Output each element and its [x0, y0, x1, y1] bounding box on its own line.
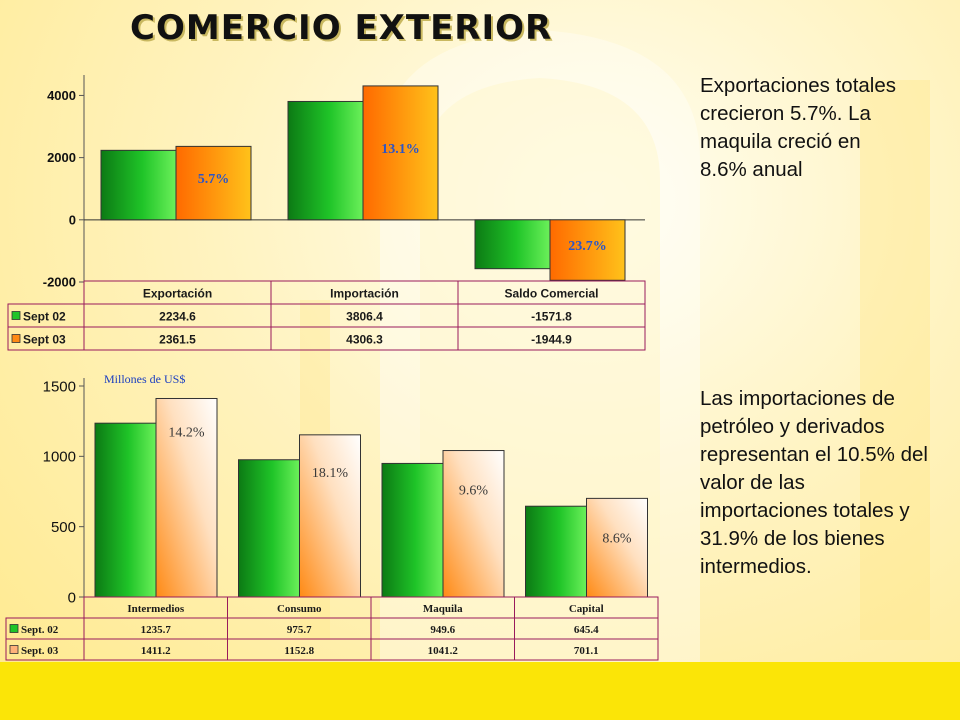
bar-series1-0: [100, 149, 177, 221]
exports-summary-text: Exportaciones totales crecieron 5.7%. La…: [700, 74, 897, 181]
y-tick-label: -2000: [43, 275, 76, 290]
page-title: COMERCIO EXTERIOR: [130, 8, 553, 48]
table-value-cell: 1152.8: [284, 645, 314, 657]
table-category-label: Consumo: [277, 603, 322, 615]
table-value-cell: 1411.2: [141, 645, 171, 657]
legend-label-1: Sept 02: [23, 310, 66, 324]
growth-label-1: 13.1%: [381, 142, 420, 157]
table-value-cell: 1041.2: [428, 645, 459, 657]
imports-summary-text: Las importaciones de petróleo y derivado…: [700, 387, 928, 578]
bar-series2-2: [549, 219, 626, 281]
table-category-label: Exportación: [143, 287, 212, 301]
growth-label-0: 5.7%: [198, 172, 230, 187]
table-value-cell: 2234.6: [159, 310, 196, 324]
bar-series1-1: [287, 100, 364, 221]
table-value-cell: -1944.9: [531, 333, 572, 347]
table-category-label: Maquila: [423, 603, 463, 615]
bar-series2-0: [155, 397, 218, 598]
table-category-label: Intermedios: [127, 603, 185, 615]
legend-label-1: Sept. 02: [21, 624, 59, 636]
bar-series2-1: [299, 434, 361, 598]
growth-label-2: 9.6%: [459, 484, 489, 499]
table-value-cell: 975.7: [287, 624, 312, 636]
table-value-cell: -1571.8: [531, 310, 572, 324]
bar-series1-0: [94, 422, 157, 598]
growth-label-1: 18.1%: [312, 466, 349, 481]
table-category-label: Importación: [330, 287, 399, 301]
chart-subtitle: Millones de US$: [104, 372, 185, 386]
bottom-band: [0, 662, 960, 720]
table-data-row: [5, 638, 659, 661]
table-value-cell: 2361.5: [159, 333, 196, 347]
legend-swatch-2: [9, 645, 19, 654]
bar-series2-2: [442, 450, 505, 598]
bar-series1-2: [381, 462, 444, 598]
y-tick-label: 0: [68, 589, 76, 606]
bar-series1-2: [474, 219, 551, 270]
growth-label-3: 8.6%: [602, 531, 632, 546]
table-value-cell: 1235.7: [141, 624, 172, 636]
bar-series2-1: [362, 85, 439, 221]
table-data-row: [5, 617, 659, 640]
legend-label-2: Sept 03: [23, 333, 66, 347]
legend-swatch-1: [9, 624, 19, 633]
bar-series2-0: [175, 145, 252, 221]
growth-label-0: 14.2%: [168, 425, 205, 440]
bar-series1-1: [238, 459, 300, 598]
table-value-cell: 3806.4: [346, 310, 383, 324]
table-category-label: Capital: [569, 603, 604, 615]
growth-label-2: 23.7%: [568, 239, 607, 254]
table-value-cell: 645.4: [574, 624, 599, 636]
table-value-cell: 4306.3: [346, 333, 383, 347]
table-category-label: Saldo Comercial: [504, 287, 598, 301]
y-tick-label: 4000: [47, 88, 76, 103]
table-value-cell: 949.6: [430, 624, 455, 636]
y-tick-label: 1500: [43, 378, 76, 395]
legend-swatch-2: [11, 334, 21, 343]
bar-series2-3: [586, 497, 648, 598]
table-value-cell: 701.1: [574, 645, 599, 657]
trade-balance-chart: 4000 2000 0 -2000 5.7% 13.1% 23.7% Exportación I…: [7, 75, 646, 351]
bar-series1-3: [525, 505, 587, 598]
imports-by-type-chart: 1500 1000 500 0 Millones de US$ 14.2% 18.1% 9.6…: [5, 372, 659, 661]
legend-swatch-1: [11, 311, 21, 320]
legend-label-2: Sept. 03: [21, 645, 59, 657]
table-data-row: [7, 326, 646, 351]
y-tick-label: 0: [69, 212, 76, 227]
y-tick-label: 2000: [47, 150, 76, 165]
y-tick-label: 1000: [43, 449, 76, 466]
y-tick-label: 500: [51, 519, 76, 536]
